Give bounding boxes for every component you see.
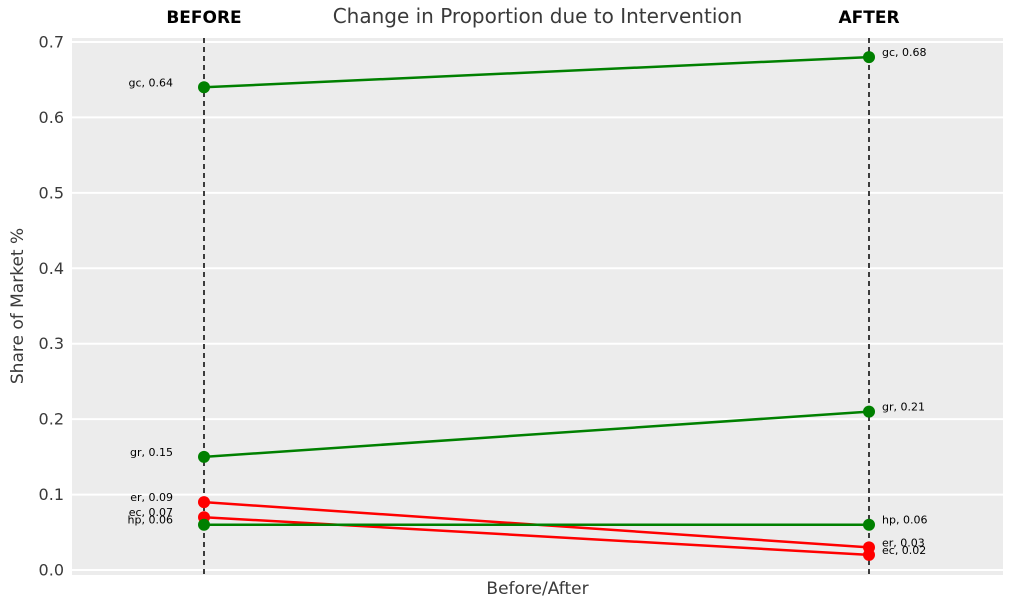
point-ec-after <box>863 548 875 561</box>
point-label-gc-after: gc, 0.68 <box>882 46 927 59</box>
point-label-hp-before: hp, 0.06 <box>128 514 173 527</box>
point-label-ec-before: ec, 0.07 <box>129 506 173 519</box>
point-label-gc-before: gc, 0.64 <box>128 76 173 89</box>
y-tick-label: 0.7 <box>39 33 64 52</box>
series-line-gr <box>203 410 870 459</box>
point-gc-after <box>863 51 875 64</box>
point-gr-after <box>863 405 875 418</box>
y-tick-label: 0.0 <box>39 561 64 580</box>
point-er-before <box>198 496 210 509</box>
y-tick-label: 0.5 <box>39 183 64 202</box>
y-tick-label: 0.1 <box>39 485 64 504</box>
y-tick-label: 0.2 <box>39 410 64 429</box>
y-tick-label: 0.4 <box>39 259 64 278</box>
point-label-er-after: er, 0.03 <box>882 536 925 549</box>
y-tick-label: 0.6 <box>39 108 64 127</box>
point-hp-before <box>198 518 210 531</box>
point-gc-before <box>198 81 210 94</box>
point-hp-after <box>863 518 875 531</box>
point-label-ec-after: ec, 0.02 <box>882 544 926 557</box>
point-label-hp-after: hp, 0.06 <box>882 514 927 527</box>
before-column-label: BEFORE <box>166 8 242 28</box>
y-axis-label: Share of Market % <box>8 227 28 385</box>
point-label-gr-before: gr, 0.15 <box>130 446 173 459</box>
after-column-label: AFTER <box>838 8 900 28</box>
series-line-gc <box>203 55 870 89</box>
point-label-er-before: er, 0.09 <box>130 491 173 504</box>
chart-title: Change in Proportion due to Intervention <box>332 4 743 28</box>
x-axis-label: Before/After <box>486 579 589 599</box>
y-tick-label: 0.3 <box>39 334 64 353</box>
point-gr-before <box>198 450 210 463</box>
series-line-ec <box>203 515 870 557</box>
plot-background <box>72 38 1003 575</box>
point-label-gr-after: gr, 0.21 <box>882 401 925 414</box>
